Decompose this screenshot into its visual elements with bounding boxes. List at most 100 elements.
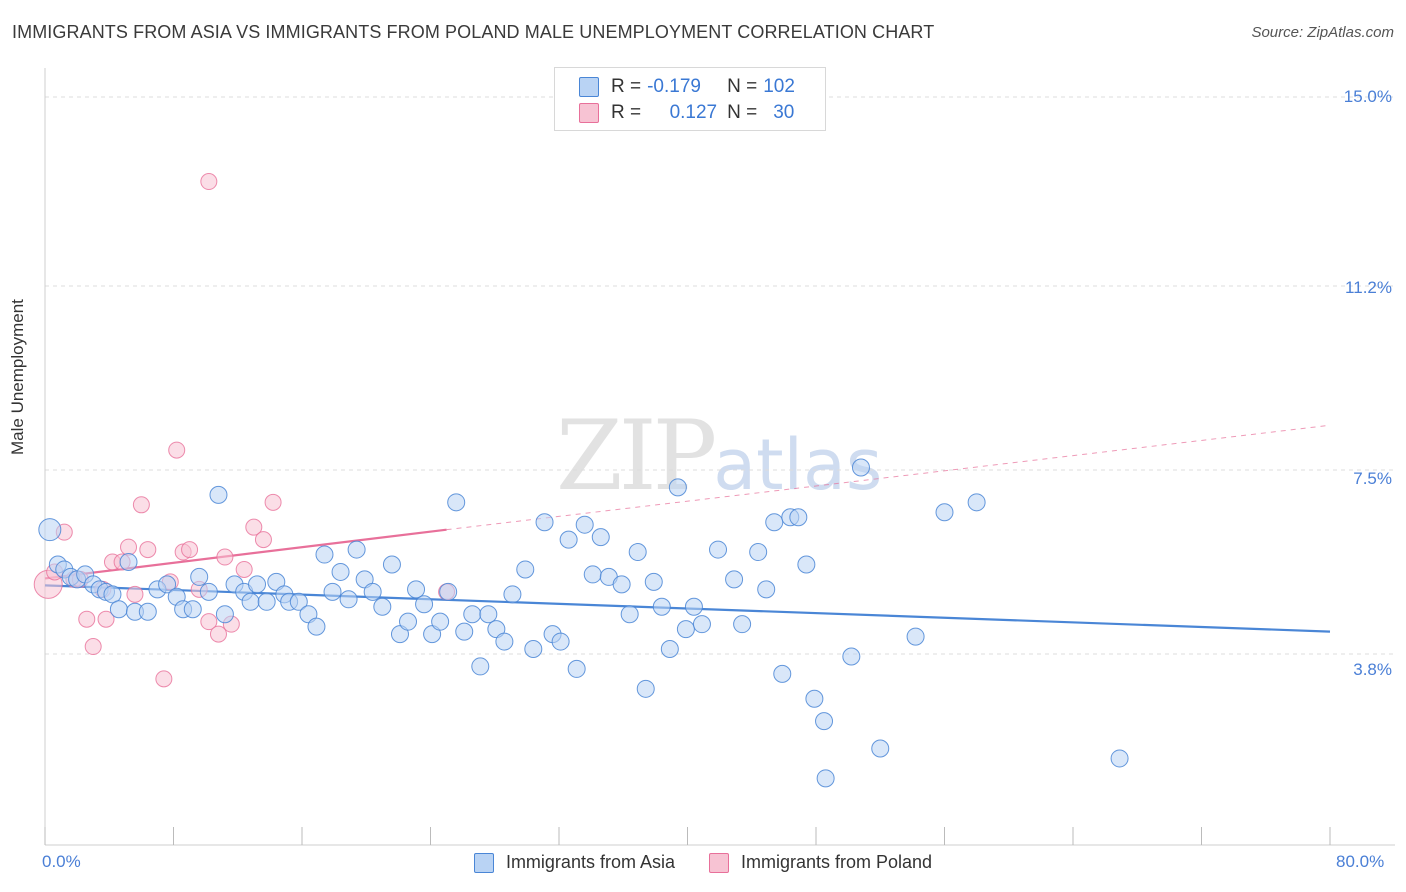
asia-point xyxy=(684,597,703,616)
asia-point xyxy=(749,543,768,562)
asia-point xyxy=(190,567,209,586)
asia-point xyxy=(138,602,157,621)
asia-point xyxy=(660,640,679,659)
asia-point xyxy=(575,515,594,534)
series-legend: Immigrants from Asia Immigrants from Pol… xyxy=(0,852,1406,873)
asia-point xyxy=(495,632,514,651)
poland-point xyxy=(181,541,199,559)
poland-swatch xyxy=(579,103,599,123)
asia-point xyxy=(209,485,228,504)
asia-point xyxy=(158,575,177,594)
poland-legend-swatch xyxy=(708,852,729,873)
asia-point xyxy=(692,615,711,634)
y-tick-label: 7.5% xyxy=(1353,469,1392,488)
asia-point xyxy=(871,739,890,758)
asia-point xyxy=(906,627,925,646)
asia-point xyxy=(524,640,543,659)
asia-point xyxy=(215,605,234,624)
asia-point xyxy=(935,503,954,522)
asia-point xyxy=(347,540,366,559)
poland-point xyxy=(132,496,150,514)
poland-trend-extension xyxy=(446,424,1331,531)
asia-point xyxy=(709,540,728,559)
x-tick-label-max: 80.0% xyxy=(1336,852,1385,871)
asia-point xyxy=(636,679,655,698)
asia-point xyxy=(183,600,202,619)
legend-row-poland: R = 0.127 N = 30 xyxy=(579,101,794,125)
axes xyxy=(44,68,1395,846)
asia-points xyxy=(38,458,1129,788)
poland-point xyxy=(200,173,218,191)
asia-r-value: -0.179 xyxy=(647,76,701,97)
asia-point xyxy=(323,582,342,601)
poland-point xyxy=(126,585,144,603)
correlation-legend: R = -0.179 N = 102 R = 0.127 N = 30 xyxy=(554,67,826,131)
asia-point xyxy=(455,622,474,641)
asia-point xyxy=(757,580,776,599)
poland-point xyxy=(264,493,282,511)
asia-point xyxy=(373,597,392,616)
asia-point xyxy=(289,592,308,611)
watermark-zip: ZIP xyxy=(556,400,717,512)
asia-point xyxy=(447,493,466,512)
asia-point xyxy=(431,612,450,631)
poland-point xyxy=(235,560,253,578)
asia-point xyxy=(363,582,382,601)
asia-point xyxy=(620,605,639,624)
poland-point xyxy=(216,548,234,566)
asia-point xyxy=(628,543,647,562)
asia-legend-swatch xyxy=(473,852,494,873)
asia-point xyxy=(612,575,631,594)
asia-point xyxy=(38,518,62,542)
poland-point xyxy=(168,441,186,459)
legend-item-asia[interactable]: Immigrants from Asia xyxy=(473,852,675,873)
y-tick-label: 3.8% xyxy=(1353,660,1392,679)
asia-point xyxy=(733,615,752,634)
legend-item-poland[interactable]: Immigrants from Poland xyxy=(708,852,932,873)
poland-r-value: 0.127 xyxy=(669,102,718,123)
asia-r-label: R = xyxy=(611,76,642,97)
asia-point xyxy=(315,545,334,564)
asia-point xyxy=(842,647,861,666)
asia-point xyxy=(339,590,358,609)
poland-n-value: 30 xyxy=(773,102,795,123)
asia-n-value: 102 xyxy=(763,76,795,97)
asia-point xyxy=(851,458,870,477)
poland-point xyxy=(245,518,263,536)
asia-point xyxy=(119,552,138,571)
asia-point xyxy=(248,575,267,594)
asia-point xyxy=(516,560,535,579)
asia-point xyxy=(503,585,522,604)
asia-point xyxy=(109,600,128,619)
asia-point xyxy=(773,664,792,683)
asia-point xyxy=(535,513,554,532)
poland-point xyxy=(84,638,102,656)
asia-point xyxy=(668,478,687,497)
asia-n-label: N = xyxy=(727,76,758,97)
asia-point xyxy=(407,580,426,599)
asia-point xyxy=(797,555,816,574)
asia-point xyxy=(382,555,401,574)
x-tick-label-min: 0.0% xyxy=(42,852,81,871)
asia-point xyxy=(567,659,586,678)
asia-point xyxy=(479,605,498,624)
poland-point xyxy=(120,538,138,556)
asia-point xyxy=(199,582,218,601)
asia-point xyxy=(725,570,744,589)
asia-point xyxy=(676,620,695,639)
poland-point xyxy=(254,531,272,549)
poland-point xyxy=(97,610,115,628)
y-tick-label: 15.0% xyxy=(1343,87,1392,106)
asia-point xyxy=(463,605,482,624)
asia-point xyxy=(415,595,434,614)
poland-point xyxy=(209,625,227,643)
asia-point xyxy=(652,597,671,616)
poland-n-label: N = xyxy=(727,102,758,123)
asia-point xyxy=(583,565,602,584)
poland-points xyxy=(33,173,456,688)
asia-swatch xyxy=(579,77,599,97)
asia-point xyxy=(815,712,834,731)
asia-point xyxy=(967,493,986,512)
asia-point xyxy=(644,572,663,591)
